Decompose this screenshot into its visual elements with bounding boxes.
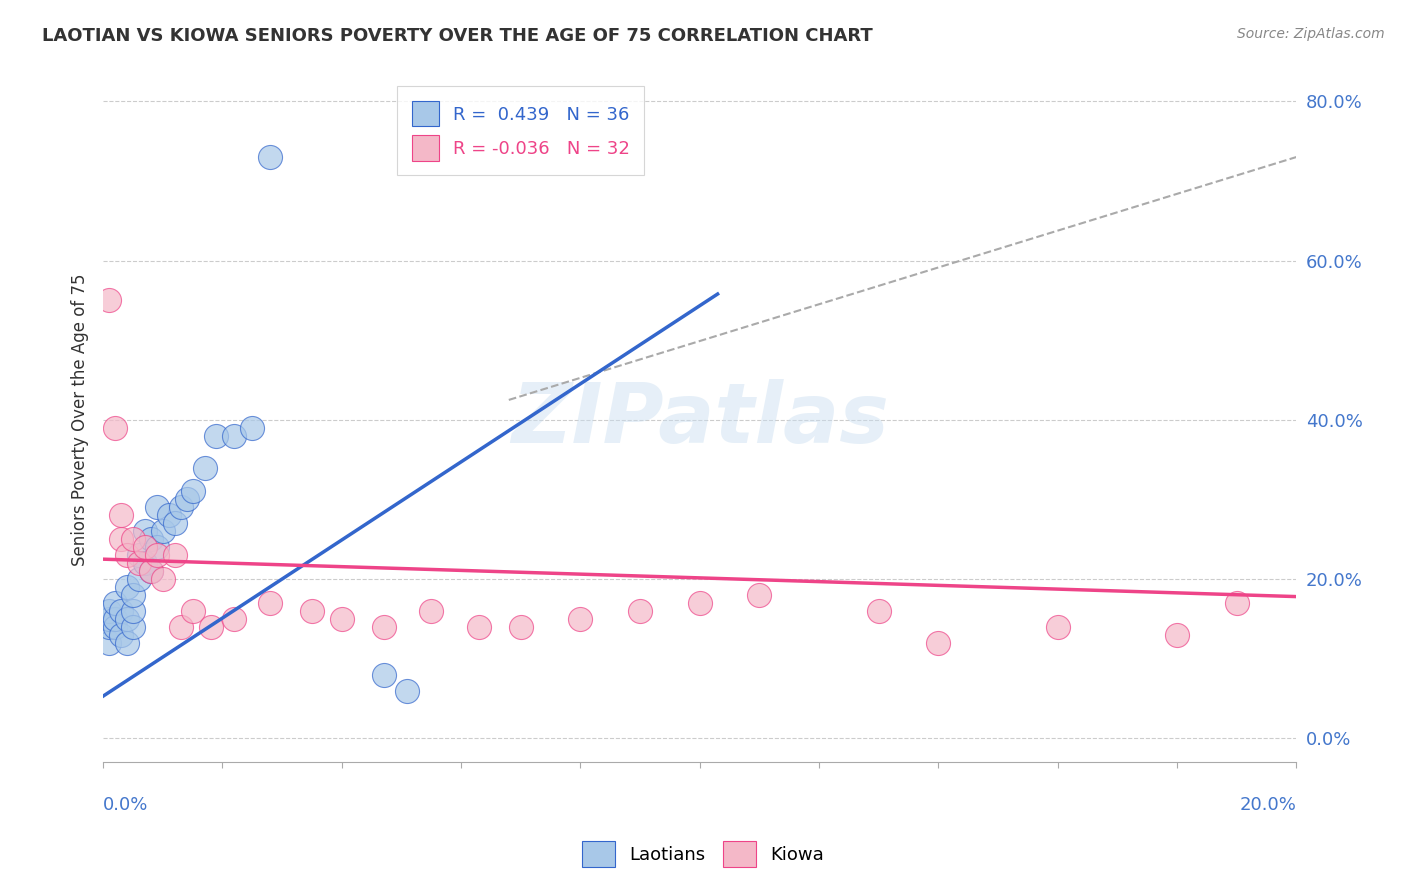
Point: [98, 612, 121, 626]
Point: [115, 636, 138, 650]
Point: [163, 548, 186, 562]
Point: [927, 636, 949, 650]
Point: [134, 556, 156, 570]
Point: [98, 636, 121, 650]
Point: [139, 533, 162, 547]
Legend: R =  0.439   N = 36, R = -0.036   N = 32: R = 0.439 N = 36, R = -0.036 N = 32: [396, 87, 644, 176]
Point: [98, 293, 121, 308]
Point: [104, 612, 127, 626]
Point: [98, 604, 121, 618]
Point: [122, 620, 145, 634]
Point: [128, 572, 150, 586]
Text: ZIPatlas: ZIPatlas: [510, 379, 889, 460]
Point: [420, 604, 443, 618]
Point: [224, 612, 246, 626]
Point: [115, 612, 138, 626]
Legend: Laotians, Kiowa: Laotians, Kiowa: [575, 834, 831, 874]
Point: [115, 548, 138, 562]
Point: [1226, 596, 1249, 610]
Point: [122, 588, 145, 602]
Text: 0.0%: 0.0%: [103, 797, 149, 814]
Point: [110, 508, 132, 523]
Point: [134, 540, 156, 554]
Point: [104, 620, 127, 634]
Point: [146, 540, 169, 554]
Point: [104, 596, 127, 610]
Text: 20.0%: 20.0%: [1240, 797, 1296, 814]
Point: [128, 548, 150, 562]
Point: [628, 604, 651, 618]
Point: [1046, 620, 1069, 634]
Point: [259, 150, 281, 164]
Point: [139, 564, 162, 578]
Point: [193, 460, 215, 475]
Point: [301, 604, 323, 618]
Point: [170, 500, 193, 515]
Point: [110, 628, 132, 642]
Point: [98, 620, 121, 634]
Point: [163, 516, 186, 531]
Point: [689, 596, 711, 610]
Point: [139, 564, 162, 578]
Point: [1166, 628, 1188, 642]
Point: [146, 548, 169, 562]
Point: [134, 524, 156, 539]
Point: [157, 508, 180, 523]
Point: [176, 492, 198, 507]
Point: [110, 533, 132, 547]
Point: [373, 667, 395, 681]
Point: [115, 580, 138, 594]
Point: [205, 429, 228, 443]
Point: [569, 612, 592, 626]
Point: [373, 620, 395, 634]
Point: [146, 500, 169, 515]
Point: [128, 556, 150, 570]
Point: [200, 620, 222, 634]
Point: [170, 620, 193, 634]
Point: [509, 620, 531, 634]
Point: [122, 533, 145, 547]
Point: [868, 604, 890, 618]
Point: [122, 604, 145, 618]
Y-axis label: Seniors Poverty Over the Age of 75: Seniors Poverty Over the Age of 75: [72, 274, 89, 566]
Point: [330, 612, 353, 626]
Point: [152, 524, 174, 539]
Point: [224, 429, 246, 443]
Point: [104, 421, 127, 435]
Point: [468, 620, 491, 634]
Point: [152, 572, 174, 586]
Point: [181, 604, 204, 618]
Point: [240, 421, 263, 435]
Point: [748, 588, 770, 602]
Point: [110, 604, 132, 618]
Point: [181, 484, 204, 499]
Text: LAOTIAN VS KIOWA SENIORS POVERTY OVER THE AGE OF 75 CORRELATION CHART: LAOTIAN VS KIOWA SENIORS POVERTY OVER TH…: [42, 27, 873, 45]
Point: [396, 683, 419, 698]
Text: Source: ZipAtlas.com: Source: ZipAtlas.com: [1237, 27, 1385, 41]
Point: [259, 596, 281, 610]
